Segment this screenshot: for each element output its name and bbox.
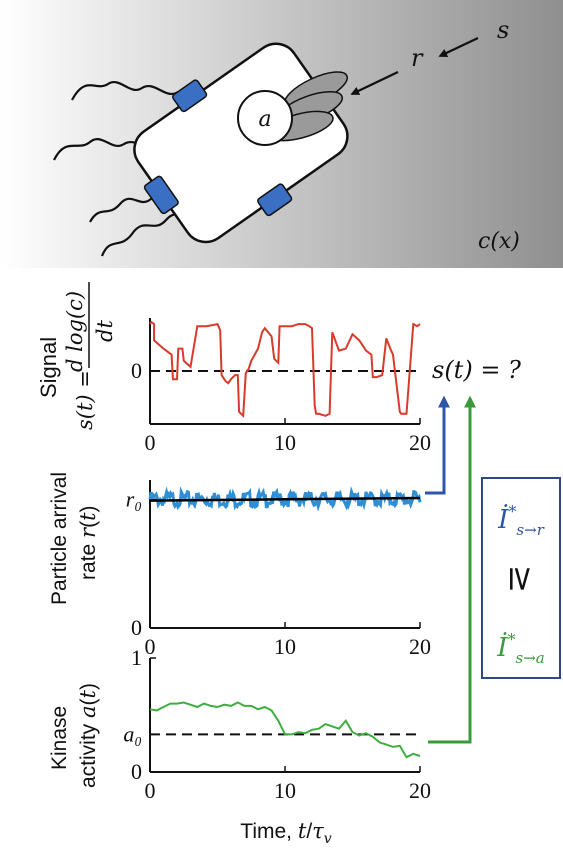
arrow-r-label: r <box>411 44 424 72</box>
x-tick-label: 20 <box>409 778 431 803</box>
blue-connector-arrow <box>425 395 450 495</box>
panel-2: 0 10 20 0 a₀ 1 <box>123 645 431 803</box>
y-tick-label: 0 <box>131 358 142 383</box>
ylabel-arrival: Particle arrival <box>48 472 71 605</box>
x-tick-label: 20 <box>409 430 431 455</box>
ylabel-signal-num: d log(c) <box>63 291 87 372</box>
xlabel: Time, t/τv <box>240 819 331 847</box>
arrow-s <box>438 37 479 57</box>
series-line-0-0 <box>149 320 421 419</box>
arrow-r <box>350 71 399 95</box>
ylabel-kinase-2: activity a(t) <box>76 683 100 788</box>
panel-0: 0 10 20 0 <box>131 318 431 455</box>
x-tick-label: 10 <box>274 634 296 659</box>
receptor-node <box>237 90 293 146</box>
receptor-cluster <box>143 175 179 215</box>
inequality-symbol: ≥ <box>501 565 541 594</box>
inequality-box: İ*s→r ≥ İ*s→a <box>481 477 561 679</box>
y-tick-label: 0 <box>131 759 142 784</box>
ylabel-kinase: Kinase <box>48 706 71 770</box>
panel-1: 0 10 20 0 r₀ <box>126 480 431 659</box>
series-noisy-rate <box>148 485 422 512</box>
series-line-1-1 <box>149 496 421 502</box>
series-line-2-0 <box>149 701 421 759</box>
y-tick-label: r₀ <box>126 486 142 511</box>
green-connector-arrow <box>428 395 476 744</box>
x-tick-label: 10 <box>274 778 296 803</box>
ylabel-signal-eq: s(t) = <box>73 370 97 430</box>
inequality-border <box>481 477 561 679</box>
concentration-label: c(x) <box>478 229 520 254</box>
x-tick-label: 0 <box>145 634 156 659</box>
x-tick-label: 0 <box>145 778 156 803</box>
x-tick-label: 10 <box>274 430 296 455</box>
ylabel-signal-den: dt <box>93 320 117 342</box>
y-tick-label: a₀ <box>123 721 142 746</box>
ylabel-signal: Signal s(t) = d log(c) dt <box>36 282 117 430</box>
ylabel-signal-text: Signal <box>36 337 61 398</box>
cell-illustration: a r s c(x) <box>0 0 563 268</box>
receptor-cluster <box>257 183 293 217</box>
arrow-s-label: s <box>497 16 509 44</box>
y-tick-label: 1 <box>131 645 142 670</box>
receptor-cluster <box>172 79 208 113</box>
y-tick-label: 0 <box>131 615 142 640</box>
ylabel-arrival-2: rate r(t) <box>76 505 100 580</box>
x-tick-label: 20 <box>409 634 431 659</box>
signal-question: s(t) = ? <box>432 356 521 384</box>
x-tick-label: 0 <box>145 430 156 455</box>
receptor-label: a <box>258 107 271 132</box>
